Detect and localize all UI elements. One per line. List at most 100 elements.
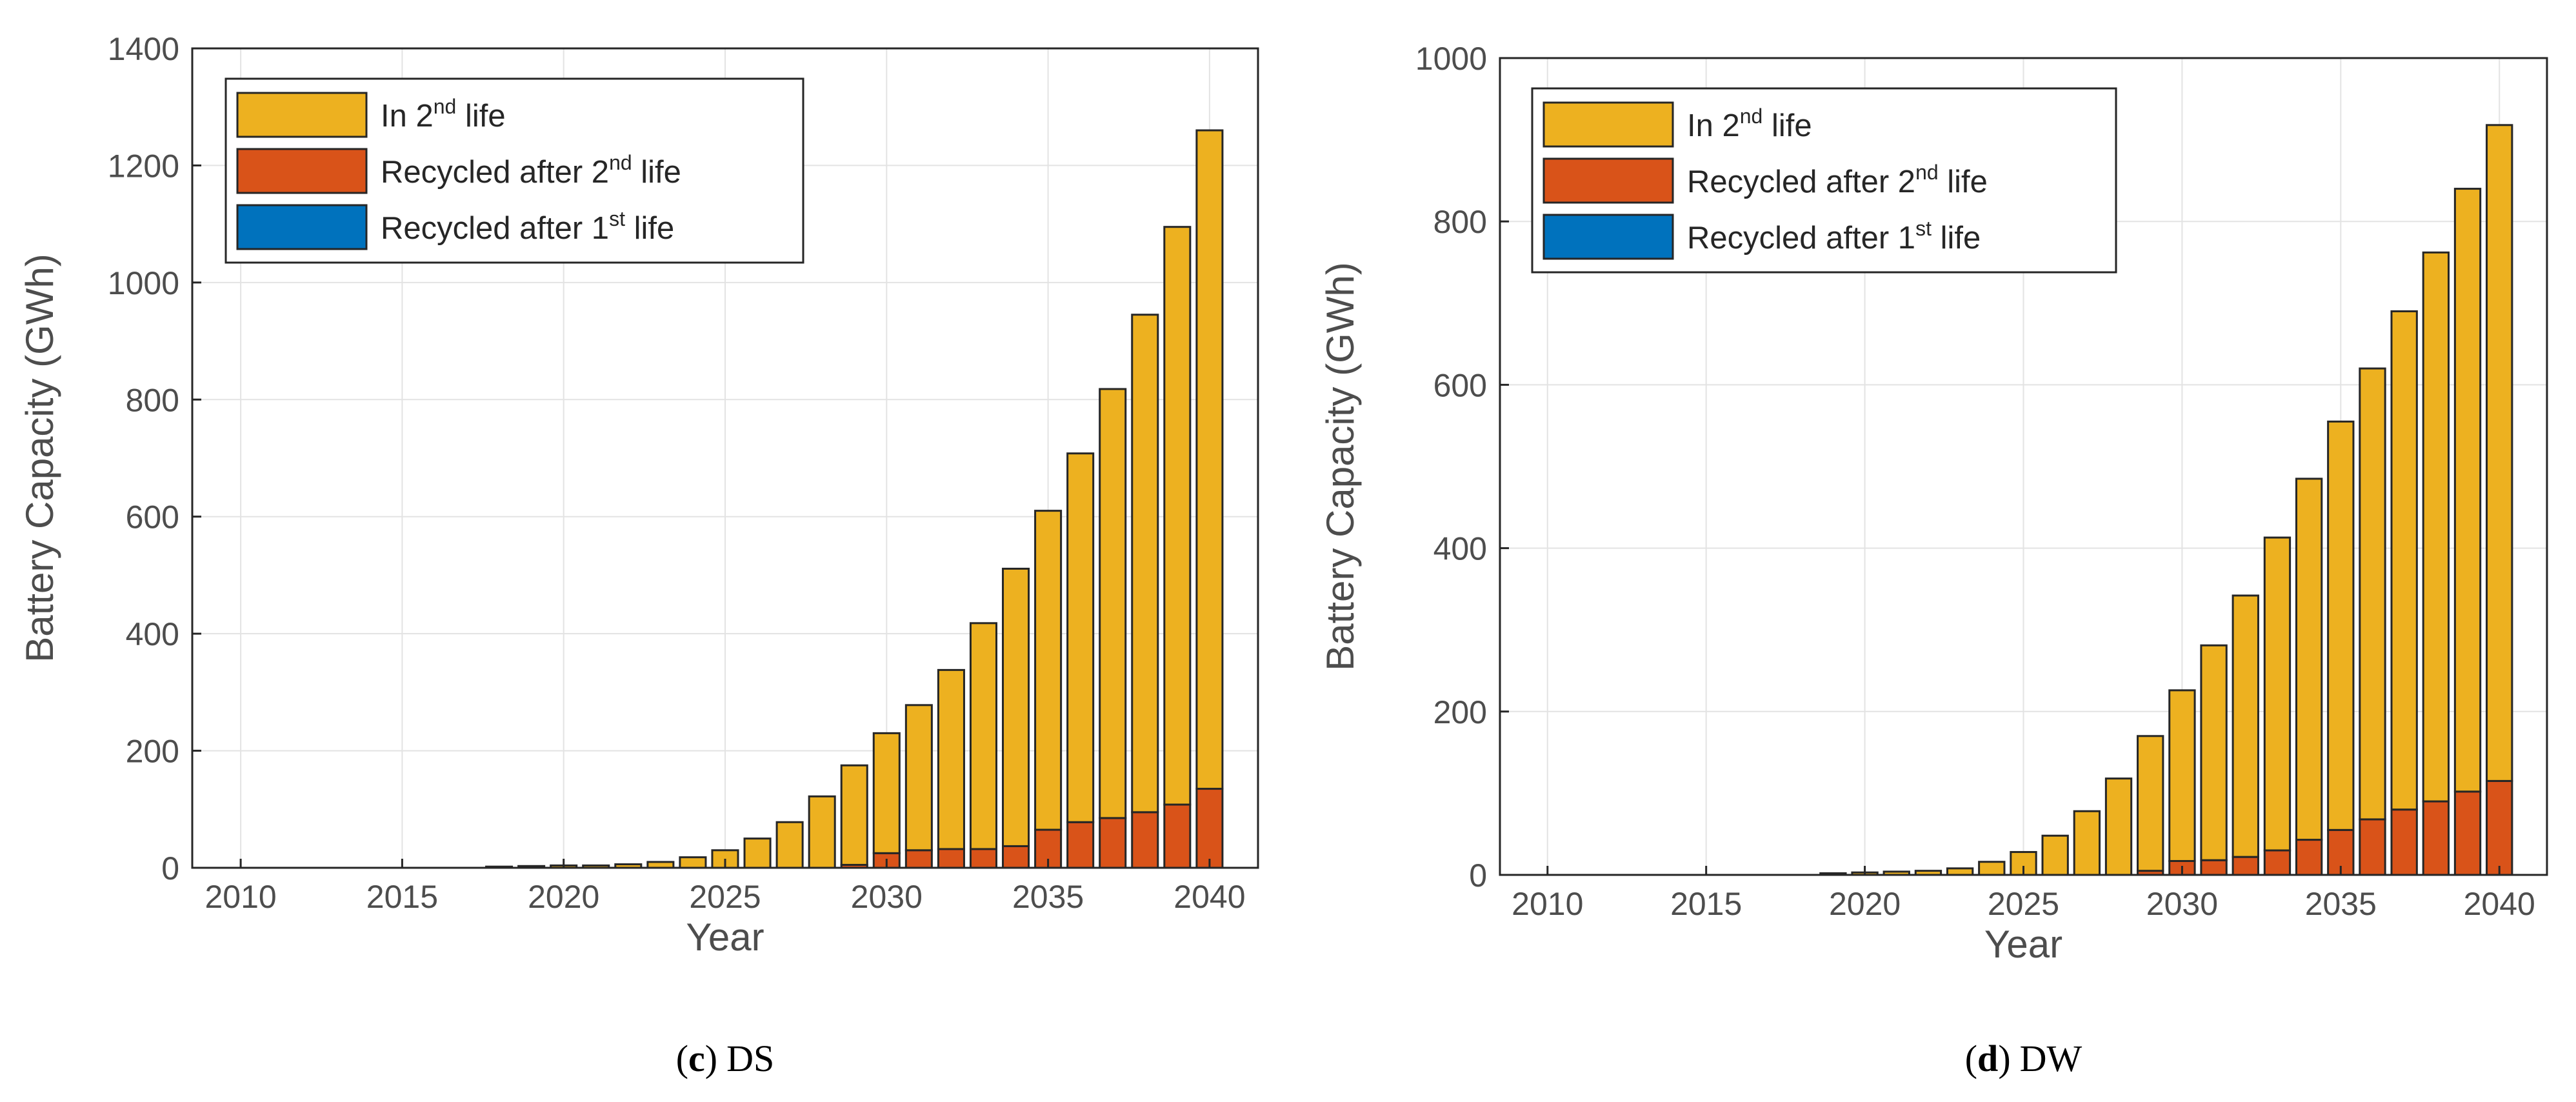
bar-recycled-after-2nd-life-2031 xyxy=(904,849,933,869)
bar-in-2nd-life-2027 xyxy=(775,821,804,869)
legend-swatch-recycled-after-2nd-life xyxy=(236,148,368,194)
bar-recycled-after-2nd-life-2031 xyxy=(2200,859,2228,876)
legend-label: In 2nd life xyxy=(381,95,506,134)
x-tick-label: 2035 xyxy=(2305,886,2377,922)
bar-in-2nd-life-2029 xyxy=(2137,735,2164,872)
chart-panel-d: 2010 2015 2020 2025 2030 2035 2040 0 200 400 600 80… xyxy=(1319,41,2548,1079)
bar-in-2nd-life-2028 xyxy=(808,795,836,869)
bar-in-2nd-life-2040 xyxy=(2486,124,2513,782)
bar-recycled-after-2nd-life-2034 xyxy=(1002,845,1030,869)
bar-recycled-after-2nd-life-2033 xyxy=(969,848,998,869)
bar-in-2nd-life-2037 xyxy=(2390,310,2418,811)
bar-in-2nd-life-2038 xyxy=(1131,314,1159,814)
bar-in-2nd-life-2035 xyxy=(2327,420,2355,831)
bar-in-2nd-life-2023 xyxy=(1946,867,1974,876)
bar-recycled-after-2nd-life-2036 xyxy=(1066,821,1095,869)
bar-in-2nd-life-2037 xyxy=(1099,388,1127,819)
legend-label: Recycled after 2nd life xyxy=(381,151,681,190)
chart-panel-c: 2010 2015 2020 2025 2030 2035 2040 0 200 400 600 80… xyxy=(18,31,1259,1079)
bar-in-2nd-life-2027 xyxy=(2073,810,2101,876)
y-tick-label: 800 xyxy=(1433,204,1487,240)
bar-recycled-after-2nd-life-2039 xyxy=(2453,790,2482,876)
legend-swatch-recycled-after-1st-life xyxy=(1543,214,1674,260)
y-tick-label: 200 xyxy=(1433,694,1487,730)
bar-recycled-after-2nd-life-2032 xyxy=(2232,856,2259,876)
bar-in-2nd-life-2032 xyxy=(2232,594,2259,858)
bar-recycled-after-2nd-life-2040 xyxy=(2486,779,2513,876)
bar-recycled-after-2nd-life-2040 xyxy=(1195,788,1224,869)
bar-recycled-after-2nd-life-2037 xyxy=(1099,817,1127,869)
bar-recycled-after-2nd-life-2039 xyxy=(1163,803,1192,869)
y-axis-title: Battery Capacity (GWh) xyxy=(1319,262,1362,671)
x-tick-label: 2015 xyxy=(1670,886,1742,922)
x-tick-label: 2040 xyxy=(1173,879,1245,915)
legend-swatch-recycled-after-1st-life xyxy=(236,204,368,250)
bar-in-2nd-life-2024 xyxy=(679,856,707,869)
x-tick-label: 2035 xyxy=(1012,879,1084,915)
x-tick-label: 2030 xyxy=(851,879,923,915)
y-tick-label: 0 xyxy=(161,850,179,887)
y-axis-title: Battery Capacity (GWh) xyxy=(18,254,61,663)
x-axis-title: Year xyxy=(1984,923,2062,966)
bar-in-2nd-life-2028 xyxy=(2104,777,2133,876)
bar-recycled-after-2nd-life-2037 xyxy=(2390,808,2418,876)
bar-in-2nd-life-2029 xyxy=(840,764,868,866)
legend-swatch-in-2nd-life xyxy=(1543,101,1674,148)
x-tick-label: 2010 xyxy=(205,879,276,915)
bar-in-2nd-life-2033 xyxy=(969,622,998,850)
bar-recycled-after-2nd-life-2036 xyxy=(2359,818,2386,876)
bar-in-2nd-life-2034 xyxy=(1002,567,1030,847)
bar-in-2nd-life-2026 xyxy=(2041,834,2069,876)
figure-caption: (c) DS xyxy=(676,1037,775,1079)
y-tick-label: 600 xyxy=(1433,367,1487,403)
bar-in-2nd-life-2030 xyxy=(872,732,901,854)
legend: In 2nd life Recycled after 2nd life Recycl… xyxy=(1531,87,2117,274)
legend-label: Recycled after 1st life xyxy=(381,207,674,246)
y-tick-label: 1000 xyxy=(108,265,179,301)
x-tick-label: 2025 xyxy=(689,879,761,915)
y-tick-label: 800 xyxy=(126,382,179,418)
bar-recycled-after-2nd-life-2032 xyxy=(937,848,965,869)
bar-in-2nd-life-2036 xyxy=(2359,367,2386,821)
y-tick-label: 1000 xyxy=(1415,41,1487,77)
y-tick-label: 0 xyxy=(1469,857,1487,894)
bar-in-2nd-life-2039 xyxy=(1163,226,1192,806)
bar-in-2nd-life-2040 xyxy=(1195,129,1224,790)
legend-label: Recycled after 1st life xyxy=(1687,217,1981,255)
bar-recycled-after-2nd-life-2038 xyxy=(1131,811,1159,869)
x-tick-label: 2025 xyxy=(1988,886,2059,922)
x-tick-label: 2030 xyxy=(2146,886,2218,922)
bar-in-2nd-life-2039 xyxy=(2453,188,2482,793)
x-tick-label: 2020 xyxy=(528,879,599,915)
bar-in-2nd-life-2038 xyxy=(2422,251,2450,803)
bar-in-2nd-life-2030 xyxy=(2168,689,2196,862)
bar-in-2nd-life-2032 xyxy=(937,668,965,850)
bar-in-2nd-life-2036 xyxy=(1066,452,1095,823)
y-tick-label: 400 xyxy=(1433,531,1487,567)
legend-label: Recycled after 2nd life xyxy=(1687,161,1988,199)
x-tick-label: 2020 xyxy=(1829,886,1901,922)
y-tick-label: 200 xyxy=(126,734,179,770)
bar-recycled-after-2nd-life-2038 xyxy=(2422,800,2450,876)
x-tick-label: 2015 xyxy=(366,879,438,915)
bar-in-2nd-life-2026 xyxy=(743,837,772,869)
bar-in-2nd-life-2031 xyxy=(2200,644,2228,861)
legend: In 2nd life Recycled after 2nd life Recycl… xyxy=(225,77,804,264)
x-tick-label: 2040 xyxy=(2464,886,2535,922)
bar-in-2nd-life-2031 xyxy=(904,704,933,852)
y-tick-label: 400 xyxy=(126,616,179,652)
bar-recycled-after-2nd-life-2034 xyxy=(2295,839,2323,876)
y-tick-label: 1200 xyxy=(108,148,179,184)
legend-swatch-in-2nd-life xyxy=(236,92,368,138)
legend-swatch-recycled-after-2nd-life xyxy=(1543,157,1674,204)
bar-in-2nd-life-2034 xyxy=(2295,477,2323,841)
bar-in-2nd-life-2035 xyxy=(1034,510,1063,831)
bar-recycled-after-2nd-life-2033 xyxy=(2263,849,2291,876)
legend-label: In 2nd life xyxy=(1687,105,1812,143)
figure-caption: (d) DW xyxy=(1965,1037,2082,1079)
x-axis-title: Year xyxy=(686,916,764,959)
y-tick-label: 600 xyxy=(126,499,179,536)
y-tick-label: 1400 xyxy=(108,31,179,67)
x-tick-label: 2010 xyxy=(1512,886,1583,922)
